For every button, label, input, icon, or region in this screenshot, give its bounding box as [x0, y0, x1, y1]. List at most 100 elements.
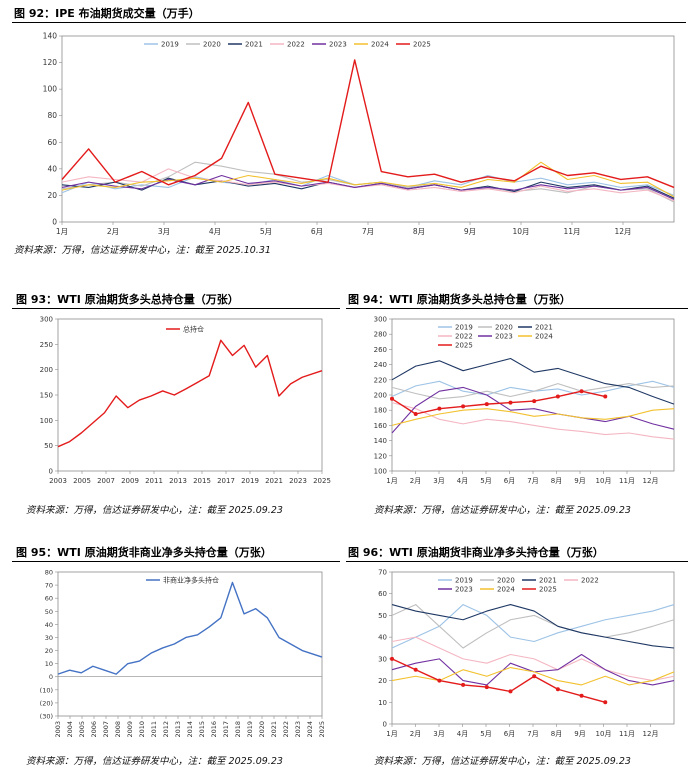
x-tick-label: 2010: [138, 721, 146, 738]
x-tick-label: 2006: [90, 721, 98, 738]
x-tick-label: 10月: [512, 227, 529, 236]
legend-label: 总持仓: [183, 325, 204, 334]
x-tick-label: 2017: [217, 477, 235, 485]
x-tick-label: 2025: [318, 721, 326, 738]
chart-figure-92: 0 20 40 60 80 100 120 140 1月 2月 3月 4月 5月 6月 7月 8月 9月 10月 1…: [43, 32, 675, 236]
x-tick-label: 2014: [186, 721, 194, 738]
plot-area: [61, 35, 675, 223]
plot-area: [57, 571, 323, 717]
data-point-2025: [413, 412, 418, 416]
x-tick-label: 2018: [234, 721, 242, 738]
x-tick-label: 9月: [574, 477, 585, 485]
x-tick-label: 12月: [614, 227, 631, 236]
y-tick-label: 260: [374, 346, 387, 354]
x-tick-label: 8月: [413, 227, 425, 236]
plot-area: [391, 571, 675, 725]
title-rule: [346, 308, 688, 309]
y-tick-label: 250: [40, 341, 53, 349]
y-tick-label: 100: [374, 468, 387, 476]
y-tick-label: 300: [40, 316, 53, 324]
series-line-2020: [391, 383, 675, 400]
legend-label: 2025: [455, 342, 473, 350]
y-tick-label: 20: [47, 191, 57, 200]
x-tick-label: 2013: [169, 477, 187, 485]
x-tick-label: 1月: [56, 227, 68, 236]
y-tick-label: 220: [374, 376, 387, 384]
x-tick-label: 2017: [222, 721, 230, 738]
series-line-2022: [391, 402, 675, 440]
series-line-2025: [391, 658, 606, 703]
x-tick-label: 2023: [294, 721, 302, 738]
x-tick-label: 8月: [551, 477, 562, 485]
legend-label: 2025: [539, 586, 557, 594]
data-point-2025: [555, 687, 560, 692]
y-tick-label: 160: [374, 422, 387, 430]
x-tick-label: 11月: [619, 477, 635, 485]
y-tick-label: 10: [45, 660, 53, 668]
legend-label: 2024: [497, 586, 515, 594]
source-note: 资料来源：万得，信达证券研发中心，注：截至 2025.09.23: [374, 505, 631, 516]
series-line-总持仓: [57, 339, 323, 448]
chart-figure-96: 0 10 20 30 40 50 60 70 1月 2月 3月 4月 5月 6月 7月 8月 9月 10月 11月 1…: [378, 569, 675, 738]
x-tick-label: 3月: [433, 730, 444, 738]
x-tick-label: 1月: [386, 477, 397, 485]
y-tick-label: 180: [374, 407, 387, 415]
y-tick-label: 140: [43, 32, 58, 41]
y-tick-label: 120: [374, 452, 387, 460]
figure-title: 图 93：WTI 原油期货多头总持仓量（万张）: [16, 293, 239, 306]
source-note: 资料来源：万得，信达证券研发中心，注：截至 2025.09.23: [26, 505, 283, 516]
source-note: 资料来源：万得，信达证券研发中心，注：截至 2025.10.31: [14, 245, 271, 256]
x-tick-label: 3月: [158, 227, 170, 236]
data-point-2025: [484, 685, 489, 690]
legend-label: 2019: [455, 324, 473, 332]
x-tick-label: 1月: [386, 730, 397, 738]
x-tick-label: 2月: [107, 227, 119, 236]
x-tick-label: 2003: [49, 477, 67, 485]
series-line-2025: [391, 390, 606, 415]
x-tick-label: 9月: [574, 730, 585, 738]
legend-label: 非商业净多头持仓: [163, 576, 219, 585]
title-rule: [12, 308, 340, 309]
x-tick-label: 4月: [457, 477, 468, 485]
data-point-2025: [484, 402, 489, 407]
x-tick-label: 4月: [457, 730, 468, 738]
legend-label: 2019: [161, 41, 179, 49]
x-tick-label: 5月: [480, 730, 491, 738]
data-point-2025: [603, 700, 608, 705]
x-tick-label: 2月: [410, 477, 421, 485]
title-rule: [12, 22, 686, 23]
x-tick-label: 2015: [198, 721, 206, 738]
y-tick-label: 10: [378, 699, 387, 707]
x-tick-label: 7月: [527, 477, 538, 485]
data-point-2025: [603, 394, 608, 399]
y-tick-label: 0: [49, 673, 53, 681]
x-tick-label: 2024: [306, 721, 314, 738]
legend-label: 2020: [203, 41, 221, 49]
legend-label: 2022: [455, 333, 473, 341]
y-tick-label: 0: [52, 218, 57, 227]
series-line-2025: [61, 59, 675, 189]
y-tick-label: 0: [49, 468, 53, 476]
x-tick-label: 6月: [311, 227, 323, 236]
x-tick-label: 12月: [643, 730, 659, 738]
x-tick-label: 2008: [114, 721, 122, 738]
x-tick-label: 2025: [313, 477, 331, 485]
legend-label: 2025: [413, 41, 431, 49]
x-tick-label: 4月: [209, 227, 221, 236]
y-tick-label: 60: [45, 595, 53, 603]
data-point-2025: [437, 406, 442, 411]
series-line-2024: [391, 408, 675, 426]
legend-label: 2022: [581, 577, 599, 585]
data-point-2025: [579, 693, 584, 698]
legend-label: 2020: [497, 577, 515, 585]
y-tick-label: 50: [378, 612, 387, 620]
y-tick-label: 30: [378, 655, 387, 663]
x-tick-label: 2012: [162, 721, 170, 738]
series-line-2020: [61, 161, 675, 203]
y-tick-label: 60: [378, 590, 387, 598]
x-tick-label: 2021: [265, 477, 283, 485]
x-tick-label: 10月: [596, 730, 612, 738]
source-note: 资料来源：万得，信达证券研发中心，注：截至 2025.09.23: [26, 756, 283, 767]
y-tick-label: 200: [40, 366, 53, 374]
